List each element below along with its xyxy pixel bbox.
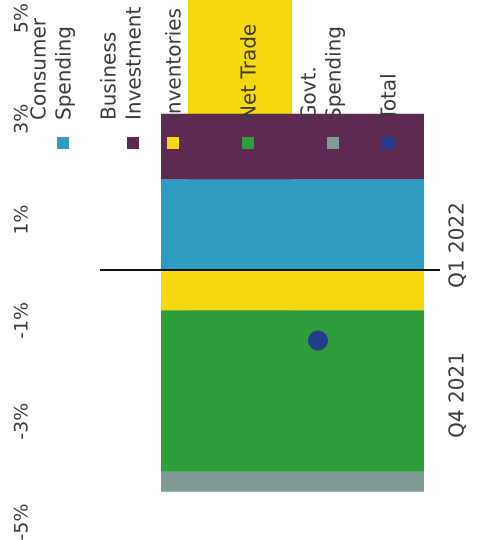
legend-label-consumer-spending-1: Consumer bbox=[27, 17, 51, 120]
legend-swatch-consumer-spending bbox=[57, 137, 69, 149]
legend-swatch-net-trade bbox=[242, 137, 254, 149]
legend-label-total-1: Total bbox=[377, 73, 401, 121]
bar-business-investment-q1-2022 bbox=[161, 113, 424, 180]
legend-label-consumer-spending-2: Spending bbox=[52, 26, 76, 120]
bar-inventories-q1-2022 bbox=[161, 270, 424, 311]
tick-5: -5% bbox=[11, 504, 33, 540]
legend-label-govt-spending-2: Spending bbox=[322, 26, 346, 120]
legend-label-govt-spending-1: Govt. bbox=[297, 66, 321, 120]
bar-net-trade-q1-2022 bbox=[161, 310, 424, 472]
total-markers-layer bbox=[308, 330, 328, 351]
total-marker-q1-2022 bbox=[308, 330, 328, 351]
legend-item-net-trade: Net Trade bbox=[237, 24, 261, 149]
tick-5: 5% bbox=[11, 3, 33, 33]
legend-label-inventories-1: Inventories bbox=[162, 8, 186, 120]
legend-swatch-total bbox=[381, 136, 395, 150]
axis-tick-labels: 7%5%3%1%-1%-3%-5% bbox=[11, 3, 33, 540]
legend-item-consumer-spending: Consumer Spending bbox=[27, 17, 76, 149]
legend-label-net-trade-1: Net Trade bbox=[237, 24, 261, 120]
tick-1: -1% bbox=[11, 302, 33, 339]
legend-label-business-investment-1: Business bbox=[97, 32, 121, 120]
legend-item-business-investment: Business Investment bbox=[97, 7, 146, 149]
bar-govt-spending-q1-2022 bbox=[161, 471, 424, 492]
category-label-q1-2022: Q1 2022 bbox=[445, 202, 469, 288]
legend-swatch-inventories bbox=[167, 137, 179, 149]
legend: Consumer Spending Business Investment Invent… bbox=[27, 7, 401, 150]
bars-layer bbox=[161, 0, 424, 492]
legend-label-business-investment-2: Investment bbox=[122, 7, 146, 120]
tick-3: -3% bbox=[11, 403, 33, 440]
category-label-q4-2021: Q4 2021 bbox=[445, 352, 469, 438]
legend-swatch-govt-spending bbox=[327, 137, 339, 149]
bar-consumer-spending-q1-2022 bbox=[161, 179, 424, 270]
legend-item-govt-spending: Govt. Spending bbox=[297, 26, 346, 149]
legend-item-total: Total bbox=[377, 73, 401, 150]
legend-item-inventories: Inventories bbox=[162, 8, 186, 149]
legend-swatch-business-investment bbox=[127, 137, 139, 149]
category-labels: Q4 2021 Q1 2022 bbox=[445, 202, 469, 438]
tick-1: 1% bbox=[11, 205, 33, 235]
tick-3: 3% bbox=[11, 104, 33, 134]
